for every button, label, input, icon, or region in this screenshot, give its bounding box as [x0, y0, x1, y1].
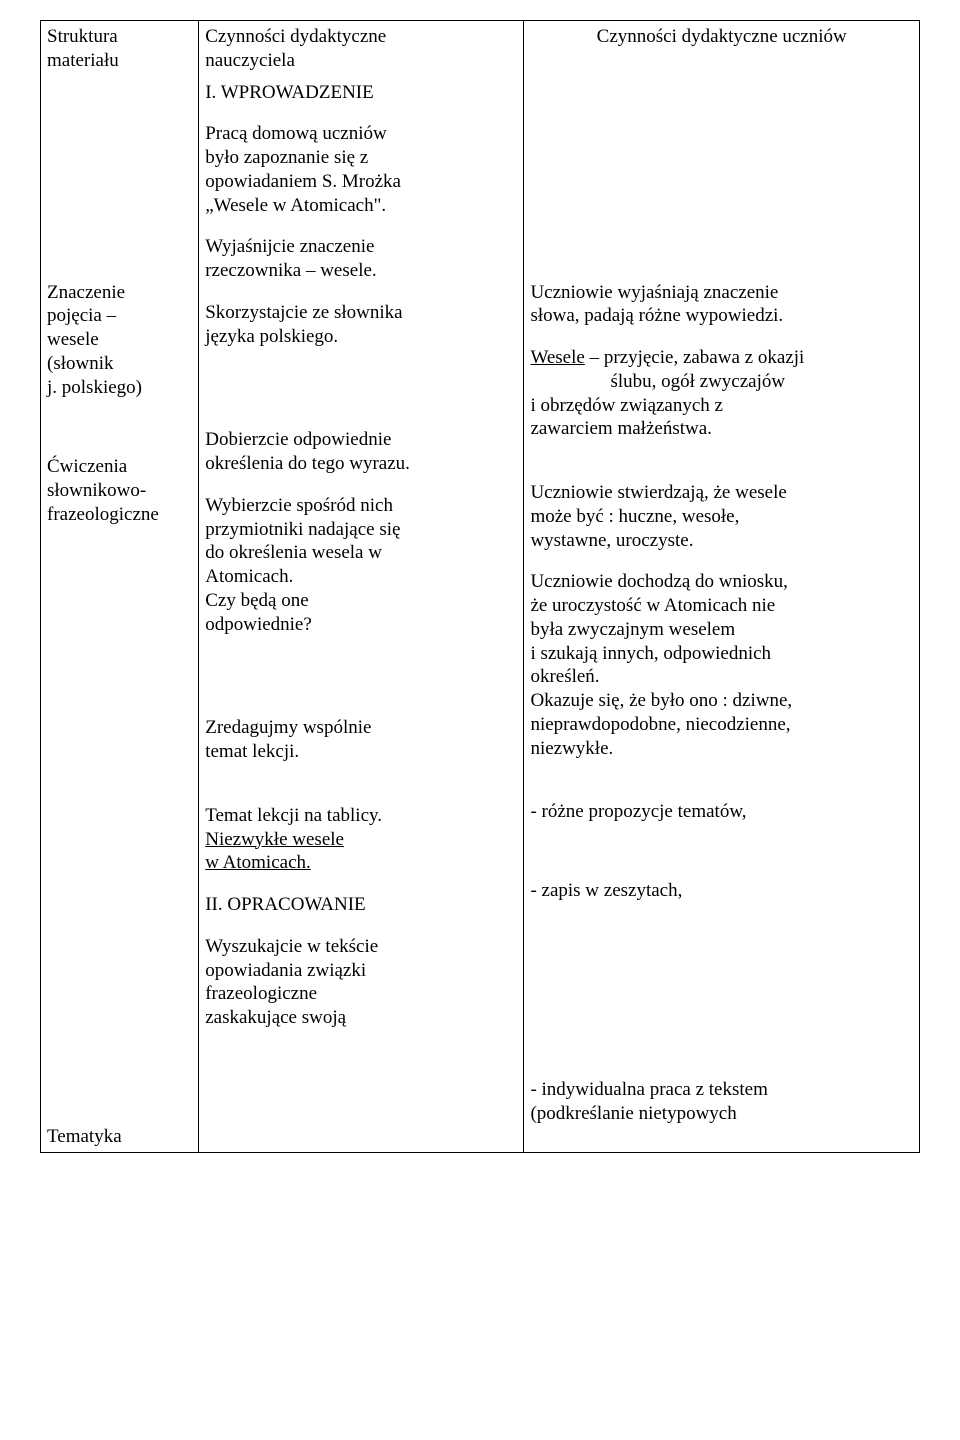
col2-body: I. WPROWADZENIE Pracą domową uczniów był…	[199, 77, 524, 1153]
col1-body: Znaczenie pojęcia – wesele (słownik j. p…	[41, 77, 199, 1153]
col1-block-exercises: Ćwiczenia słownikowo- frazeologiczne	[47, 455, 192, 526]
col3-b5: - różne propozycje tematów,	[530, 800, 913, 824]
header-col2-l2: nauczyciela	[205, 50, 295, 71]
col3-b2: Wesele – przyjęcie, zabawa z okazji ślub…	[530, 346, 913, 441]
col2-b3: Dobierzcie odpowiednie określenia do teg…	[205, 428, 517, 476]
col3-body: Uczniowie wyjaśniają znaczenie słowa, pa…	[524, 77, 920, 1153]
col2-b6: Temat lekcji na tablicy. Niezwykłe wesel…	[205, 804, 517, 875]
page: Struktura materiału Czynności dydaktyczn…	[0, 0, 960, 1173]
col2-b4: Wybierzcie spośród nich przymiotniki nad…	[205, 494, 517, 637]
col3-b3: Uczniowie stwierdzają, że wesele może by…	[530, 481, 913, 552]
col1-block-theme: Tematyka	[47, 1125, 192, 1149]
header-col1: Struktura materiału	[41, 21, 199, 77]
col2-b2: Skorzystajcie ze słownika języka polskie…	[205, 301, 517, 349]
col3-b4: Uczniowie dochodzą do wniosku, że uroczy…	[530, 570, 913, 760]
col3-b6: - zapis w zeszytach,	[530, 879, 913, 903]
col2-intro-para: Pracą domową uczniów było zapoznanie się…	[205, 122, 517, 217]
col2-b5: Zredagujmy wspólnie temat lekcji.	[205, 716, 517, 764]
col2-b1: Wyjaśnijcie znaczenie rzeczownika – wese…	[205, 235, 517, 283]
header-col1-l2: materiału	[47, 50, 119, 71]
col2-heading1: I. WPROWADZENIE	[205, 81, 517, 105]
header-col3: Czynności dydaktyczne uczniów	[524, 21, 920, 77]
col1-block-meaning: Znaczenie pojęcia – wesele (słownik j. p…	[47, 281, 192, 400]
table-header-row: Struktura materiału Czynności dydaktyczn…	[41, 21, 920, 77]
col3-b7: - indywidualna praca z tekstem (podkreśl…	[530, 1078, 913, 1126]
header-col2-l1: Czynności dydaktyczne	[205, 26, 386, 47]
col2-b7: Wyszukajcie w tekście opowiadania związk…	[205, 935, 517, 1030]
col2-heading2: II. OPRACOWANIE	[205, 893, 517, 917]
header-col1-l1: Struktura	[47, 26, 118, 47]
table-body-row: Znaczenie pojęcia – wesele (słownik j. p…	[41, 77, 920, 1153]
col3-b1: Uczniowie wyjaśniają znaczenie słowa, pa…	[530, 281, 913, 329]
header-col2: Czynności dydaktyczne nauczyciela	[199, 21, 524, 77]
header-col3-text: Czynności dydaktyczne uczniów	[597, 26, 847, 47]
lesson-table: Struktura materiału Czynności dydaktyczn…	[40, 20, 920, 1153]
